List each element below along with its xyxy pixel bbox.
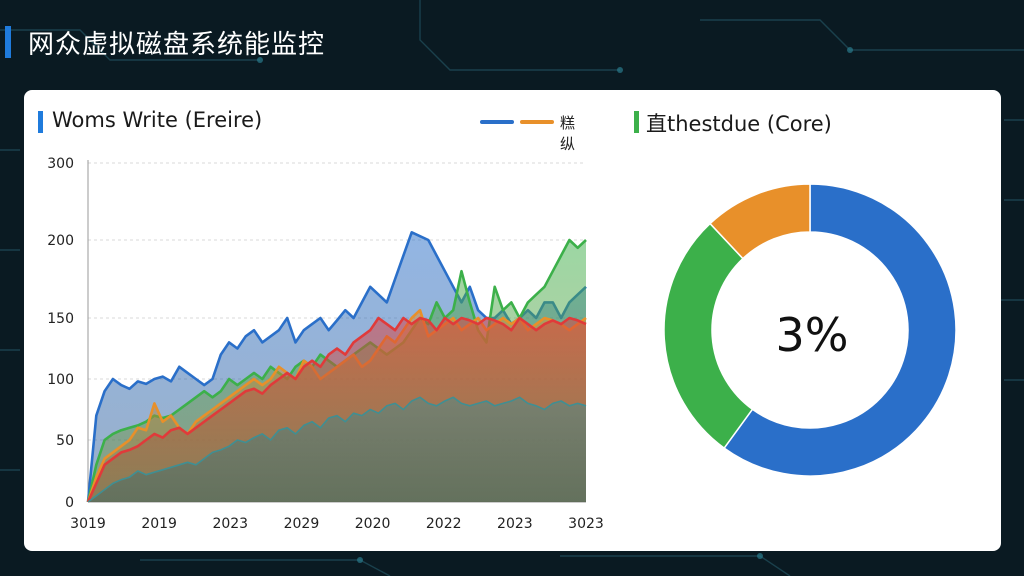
x-tick-label: 3019 (70, 516, 106, 532)
donut-center-label: 3% (775, 308, 849, 362)
x-tick-label: 2020 (355, 516, 391, 532)
series-area-teal (88, 397, 586, 502)
x-tick-label: 2022 (426, 516, 462, 532)
header-accent-bar (5, 26, 11, 58)
y-tick-label: 300 (47, 156, 74, 172)
legend-label: 糕纵 (560, 114, 576, 153)
page-header: 网众虚拟磁盘系统能监控 (0, 14, 1024, 64)
y-tick-label: 50 (56, 433, 74, 449)
series-line-teal (87, 396, 587, 503)
x-tick-label: 3023 (568, 516, 604, 532)
dashboard-card: Woms Write (Ereire) 糕纵 直thestdue (Core) … (24, 90, 1001, 551)
donut-slice-green (663, 222, 754, 450)
x-tick-label: 2019 (141, 516, 177, 532)
x-tick-label: 2023 (212, 516, 248, 532)
line-chart-title: Woms Write (Ereire) (52, 108, 263, 132)
donut-slice-orange (708, 183, 811, 260)
y-tick-label: 100 (47, 372, 74, 388)
page-title: 网众虚拟磁盘系统能监控 (28, 30, 326, 60)
line-title-bar (38, 111, 43, 133)
write-area-chart: 0 50 100 150 200 300 3019 2019 2023 2029 2020 2022 2… (47, 156, 604, 532)
donut-slice-blue (723, 183, 957, 477)
core-donut-chart (663, 183, 957, 477)
x-tick-label: 2023 (497, 516, 533, 532)
donut-chart-title: 直thestdue (Core) (646, 112, 832, 136)
donut-title-bar (634, 111, 639, 133)
legend-swatch-blue (480, 120, 514, 124)
x-tick-label: 2029 (284, 516, 320, 532)
legend-swatch-orange (520, 120, 554, 124)
y-tick-label: 150 (47, 311, 74, 327)
series-line-red (86, 316, 587, 503)
y-tick-label: 200 (47, 233, 74, 249)
y-tick-label: 0 (65, 495, 74, 511)
